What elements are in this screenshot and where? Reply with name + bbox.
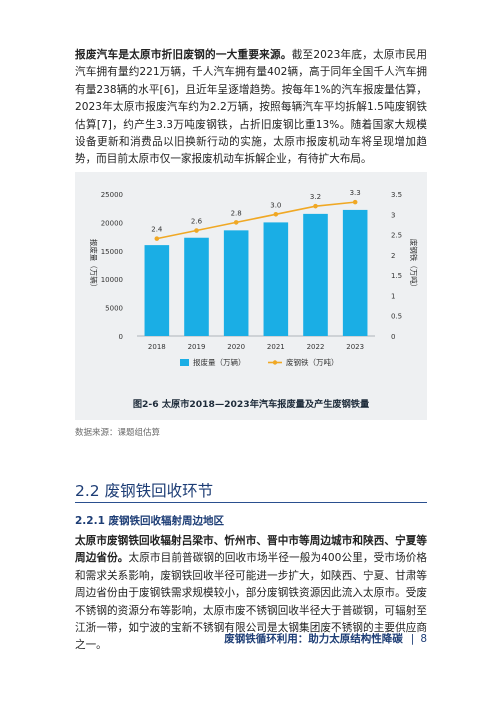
line-point-2022 <box>313 203 318 209</box>
line-point-2023 <box>352 199 358 205</box>
legend-label-line: 废钢铁（万吨） <box>286 357 339 367</box>
bar-2019 <box>184 237 209 336</box>
page-number: 8 <box>420 633 427 645</box>
legend-swatch-bar <box>180 359 189 366</box>
paragraph-body: 截至2023年底，太原市民用汽车拥有量约221万辆，千人汽车拥有量402辆，高于… <box>75 49 427 166</box>
y2-tick-label: 0 <box>391 333 395 341</box>
section-title: 2.2 废钢铁回收环节 <box>75 482 214 500</box>
line-series-scrap-steel <box>156 201 356 240</box>
line-point-2020 <box>233 220 239 225</box>
legend-label-bar: 报废量（万辆） <box>193 357 246 367</box>
x-tick-label: 2018 <box>148 343 166 351</box>
section-divider <box>75 502 427 503</box>
data-label: 3.2 <box>310 193 321 201</box>
line-point-2019 <box>194 228 199 233</box>
y2-axis-title: 废钢铁（万吨） <box>409 239 419 292</box>
subsection-title: 2.2.1 废钢铁回收辐射周边地区 <box>75 515 225 527</box>
y2-tick-label: 2 <box>391 252 395 260</box>
x-tick-label: 2020 <box>227 343 245 351</box>
y2-tick-label: 1 <box>391 292 395 300</box>
line-point-2018 <box>154 236 160 241</box>
data-source-note: 数据来源：课题组估算 <box>75 428 161 438</box>
x-tick-label: 2023 <box>346 343 364 351</box>
y-tick-label: 20000 <box>101 219 123 227</box>
chart: 0 5000 10000 15000 20000 25000 0 0.5 1 1.5 2 2.5 3 3.… <box>89 189 419 367</box>
y2-tick-label: 3.5 <box>391 191 402 199</box>
data-label: 2.8 <box>231 209 242 217</box>
page-footer: 废钢铁循环利用：助力太原结构性降碳 | 8 <box>0 631 427 646</box>
data-label: 3.3 <box>350 189 361 197</box>
y-tick-label: 25000 <box>101 191 123 199</box>
paragraph-recycling-radius: 太原市废钢铁回收辐射吕梁市、忻州市、晋中市等周边城市和陕西、宁夏等周边省份。太原… <box>75 533 427 655</box>
footer-separator: | <box>410 633 415 645</box>
paragraph-lead: 报废汽车是太原市折旧废钢的一大重要来源。 <box>75 49 292 61</box>
paragraph-body: 太原市目前普碳钢的回收市场半径一般为400公里，受市场价格和需求关系影响，废钢铁… <box>75 552 428 652</box>
y2-tick-label: 1.5 <box>391 272 402 280</box>
figure-caption: 图2-6 太原市2018—2023年汽车报废量及产生废钢铁量 <box>132 399 370 410</box>
legend-swatch-point <box>272 360 278 365</box>
y-axis-title: 报废量（万辆） <box>89 239 99 292</box>
figure-2-6: 0 5000 10000 15000 20000 25000 0 0.5 1 1.5 2 2.5 3 3.… <box>75 172 427 420</box>
data-label: 2.6 <box>191 218 203 226</box>
bar-2022 <box>303 213 328 336</box>
y2-tick-label: 0.5 <box>391 313 402 321</box>
paragraph-lead: 太原市废钢铁回收辐射吕梁市、忻州市、晋中市等周边城市和陕西、宁夏等周边省份。 <box>75 535 427 565</box>
paragraph-vehicle-scrap: 报废汽车是太原市折旧废钢的一大重要来源。截至2023年底，太原市民用汽车拥有量约… <box>75 47 427 169</box>
x-tick-label: 2022 <box>307 343 325 351</box>
data-label: 3.0 <box>270 201 281 209</box>
footer-title: 废钢铁循环利用：助力太原结构性降碳 <box>224 633 403 645</box>
bar-2018 <box>144 245 170 336</box>
bar-2020 <box>223 230 249 336</box>
y2-tick-label: 3 <box>391 211 395 219</box>
y-tick-label: 15000 <box>101 248 123 256</box>
y-tick-label: 0 <box>119 333 123 341</box>
line-point-2021 <box>273 211 279 217</box>
bar-2023 <box>342 209 368 336</box>
bar-2021 <box>263 222 289 336</box>
data-label: 2.4 <box>151 226 163 234</box>
y-tick-label: 10000 <box>101 276 123 284</box>
y2-tick-label: 2.5 <box>391 232 402 240</box>
y-tick-label: 5000 <box>105 305 123 313</box>
x-tick-label: 2021 <box>267 343 285 351</box>
x-tick-label: 2019 <box>188 343 206 351</box>
